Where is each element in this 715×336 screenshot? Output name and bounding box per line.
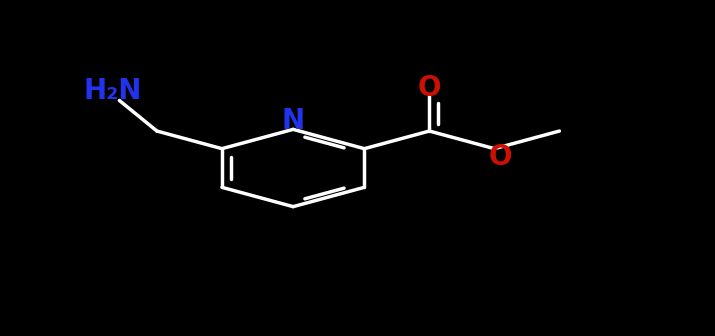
Text: O: O (418, 74, 441, 102)
Text: O: O (488, 143, 512, 171)
Text: H₂N: H₂N (83, 77, 142, 105)
Text: N: N (282, 107, 305, 135)
